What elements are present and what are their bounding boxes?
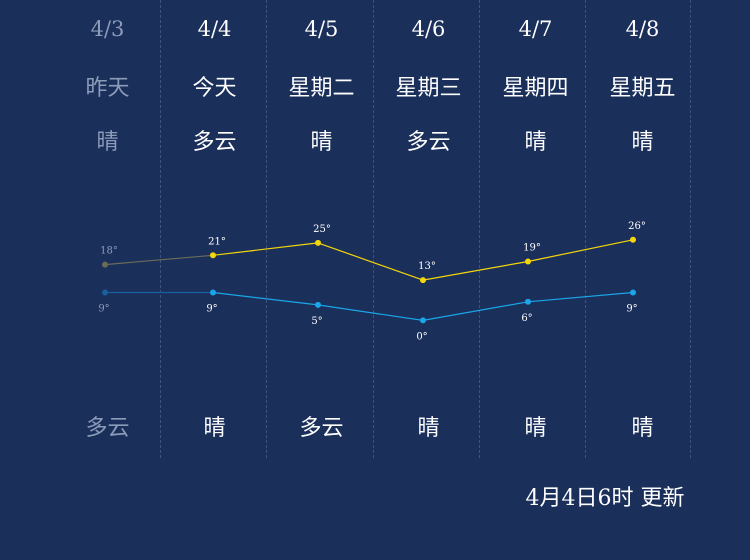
weather-night: 多云 — [85, 416, 130, 441]
day-of-week: 星期三 — [395, 76, 462, 101]
high-temp-line — [422, 260, 529, 281]
weather-night: 多云 — [299, 416, 344, 441]
weather-day: 晴 — [631, 130, 654, 155]
high-temp-point — [102, 261, 108, 268]
temperature-chart: 18° 9° 21° 9° 25° 5° 13° 0° 19° 6° 26° 9° — [98, 221, 646, 343]
low-temp-point — [102, 289, 108, 296]
low-temp-label: 6° — [521, 313, 532, 324]
update-time: 4月4日6时 更新 — [525, 486, 685, 511]
high-temp-label: 21° — [208, 236, 226, 247]
high-temp-label: 13° — [418, 261, 436, 272]
low-temp-line — [527, 291, 634, 303]
day-of-week: 今天 — [192, 76, 237, 101]
day-column: 4/3 昨天 晴 多云 — [54, 0, 161, 458]
day-date: 4/7 — [518, 17, 553, 41]
high-temp-line — [104, 254, 214, 266]
day-column: 4/5 星期二 晴 多云 — [268, 0, 375, 458]
high-temp-point — [525, 258, 531, 265]
day-date: 4/8 — [625, 17, 660, 41]
column-divider — [585, 0, 586, 458]
weather-day: 晴 — [310, 130, 333, 155]
low-temp-point — [630, 289, 636, 296]
day-column: 4/7 星期四 晴 晴 — [482, 0, 589, 458]
column-divider — [373, 0, 374, 458]
low-temp-line — [317, 304, 424, 321]
weather-day: 多云 — [406, 130, 451, 155]
high-temp-label: 19° — [523, 243, 541, 254]
weather-night: 晴 — [203, 416, 226, 441]
low-temp-line — [422, 301, 529, 321]
high-temp-line — [212, 242, 319, 256]
weather-day: 多云 — [192, 130, 237, 155]
weather-night: 晴 — [631, 416, 654, 441]
high-temp-point — [315, 239, 321, 246]
weather-day: 晴 — [524, 130, 547, 155]
high-temp-label: 25° — [313, 224, 331, 235]
low-temp-line — [212, 291, 319, 306]
column-divider — [479, 0, 480, 458]
day-of-week: 昨天 — [85, 76, 130, 101]
low-temp-label: 9° — [206, 304, 217, 315]
day-date: 4/6 — [411, 17, 446, 41]
high-temp-line — [527, 239, 634, 263]
day-of-week: 星期五 — [609, 76, 676, 101]
day-of-week: 星期二 — [288, 76, 355, 101]
column-divider — [160, 0, 161, 458]
low-temp-label: 9° — [626, 304, 637, 315]
low-temp-point — [420, 317, 426, 324]
low-temp-label: 0° — [416, 331, 427, 342]
low-temp-point — [210, 289, 216, 296]
high-temp-label: 18° — [100, 246, 118, 257]
day-of-week: 星期四 — [502, 76, 569, 101]
high-temp-point — [210, 252, 216, 259]
high-temp-line — [317, 242, 424, 281]
weather-night: 晴 — [417, 416, 440, 441]
day-date: 4/4 — [197, 17, 232, 41]
high-temp-label: 26° — [628, 221, 646, 232]
high-temp-point — [630, 236, 636, 243]
low-temp-label: 5° — [311, 316, 322, 327]
day-date: 4/3 — [90, 17, 125, 41]
day-date: 4/5 — [304, 17, 339, 41]
low-temp-point — [315, 301, 321, 308]
low-temp-label: 9° — [98, 304, 109, 315]
day-column: 4/6 星期三 多云 晴 — [375, 0, 482, 458]
weather-night: 晴 — [524, 416, 547, 441]
column-divider — [266, 0, 267, 458]
day-column: 4/8 星期五 晴 晴 — [589, 0, 696, 458]
day-column: 4/4 今天 多云 晴 — [161, 0, 268, 458]
column-divider — [690, 0, 691, 458]
weather-day: 晴 — [96, 130, 119, 155]
low-temp-point — [525, 298, 531, 305]
high-temp-point — [420, 277, 426, 284]
